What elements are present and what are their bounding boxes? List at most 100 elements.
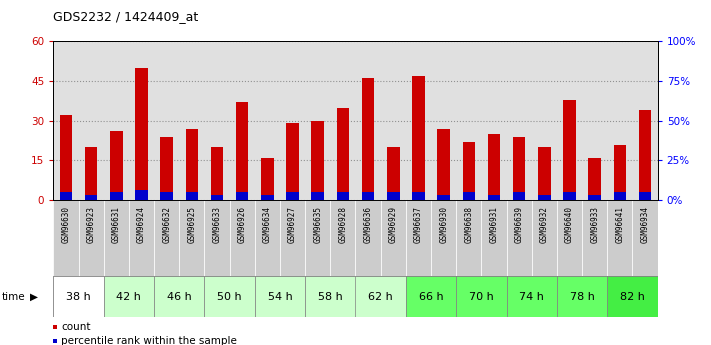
Bar <box>481 200 506 276</box>
Text: GSM96637: GSM96637 <box>414 206 423 243</box>
Text: GSM96634: GSM96634 <box>263 206 272 243</box>
Text: GSM96927: GSM96927 <box>288 206 297 243</box>
Bar <box>205 200 230 276</box>
Bar <box>85 195 97 200</box>
Bar <box>412 76 424 200</box>
Text: GSM96929: GSM96929 <box>389 206 397 243</box>
Text: 74 h: 74 h <box>519 292 544 302</box>
Text: GSM96640: GSM96640 <box>565 206 574 243</box>
Bar <box>431 200 456 276</box>
Text: 58 h: 58 h <box>318 292 343 302</box>
Bar <box>406 276 456 317</box>
Text: count: count <box>61 323 90 332</box>
Text: ▶: ▶ <box>30 292 38 302</box>
Bar <box>255 276 305 317</box>
Bar <box>463 142 475 200</box>
Bar <box>488 134 501 200</box>
Text: GSM96635: GSM96635 <box>314 206 322 243</box>
Text: GSM96632: GSM96632 <box>162 206 171 243</box>
Bar <box>331 200 356 276</box>
Bar <box>437 129 450 200</box>
Bar <box>236 102 248 200</box>
Bar <box>362 192 375 200</box>
Bar <box>154 200 179 276</box>
Text: 50 h: 50 h <box>218 292 242 302</box>
Bar <box>638 110 651 200</box>
Bar <box>463 192 475 200</box>
Bar <box>110 131 122 200</box>
Bar <box>305 276 356 317</box>
Text: 62 h: 62 h <box>368 292 393 302</box>
Bar <box>513 137 525 200</box>
Bar <box>488 195 501 200</box>
Bar <box>356 276 406 317</box>
Bar <box>179 200 205 276</box>
Bar <box>387 147 400 200</box>
Bar <box>437 195 450 200</box>
Text: GSM96926: GSM96926 <box>237 206 247 243</box>
Bar <box>387 192 400 200</box>
Text: 46 h: 46 h <box>167 292 191 302</box>
Text: 38 h: 38 h <box>66 292 91 302</box>
Bar <box>210 147 223 200</box>
Text: 66 h: 66 h <box>419 292 444 302</box>
Bar <box>456 200 481 276</box>
Bar <box>129 200 154 276</box>
Text: GSM96925: GSM96925 <box>187 206 196 243</box>
Bar <box>356 200 380 276</box>
Bar <box>287 192 299 200</box>
Text: 42 h: 42 h <box>117 292 141 302</box>
Bar <box>506 200 532 276</box>
Bar <box>205 276 255 317</box>
Bar <box>557 200 582 276</box>
Bar <box>582 200 607 276</box>
Bar <box>78 200 104 276</box>
Bar <box>236 192 248 200</box>
Bar <box>557 276 607 317</box>
Bar <box>607 200 633 276</box>
Bar <box>161 137 173 200</box>
Text: GSM96633: GSM96633 <box>213 206 222 243</box>
Text: GSM96928: GSM96928 <box>338 206 348 243</box>
Bar <box>287 124 299 200</box>
Bar <box>633 200 658 276</box>
Bar <box>589 158 601 200</box>
Bar <box>135 68 148 200</box>
Bar <box>311 192 324 200</box>
Bar <box>104 276 154 317</box>
Bar <box>538 147 550 200</box>
Bar <box>362 78 375 200</box>
Text: percentile rank within the sample: percentile rank within the sample <box>61 336 237 345</box>
Bar <box>614 145 626 200</box>
Bar <box>53 200 78 276</box>
Text: 70 h: 70 h <box>469 292 493 302</box>
Bar <box>154 276 205 317</box>
Bar <box>456 276 506 317</box>
Bar <box>336 192 349 200</box>
Bar <box>210 195 223 200</box>
Bar <box>161 192 173 200</box>
Bar <box>53 276 104 317</box>
Text: GSM96636: GSM96636 <box>363 206 373 243</box>
Bar <box>186 192 198 200</box>
Bar <box>563 192 576 200</box>
Bar <box>135 189 148 200</box>
Bar <box>336 108 349 200</box>
Bar <box>104 200 129 276</box>
Text: GSM96923: GSM96923 <box>87 206 95 243</box>
Bar <box>406 200 431 276</box>
Text: 78 h: 78 h <box>570 292 594 302</box>
Text: GSM96934: GSM96934 <box>641 206 650 243</box>
Bar <box>506 276 557 317</box>
Bar <box>380 200 406 276</box>
Text: GSM96924: GSM96924 <box>137 206 146 243</box>
Bar <box>186 129 198 200</box>
Bar <box>589 195 601 200</box>
Text: time: time <box>2 292 26 302</box>
Bar <box>60 116 73 200</box>
Text: GSM96630: GSM96630 <box>61 206 70 243</box>
Bar <box>513 192 525 200</box>
Bar <box>532 200 557 276</box>
Bar <box>614 192 626 200</box>
Bar <box>110 192 122 200</box>
